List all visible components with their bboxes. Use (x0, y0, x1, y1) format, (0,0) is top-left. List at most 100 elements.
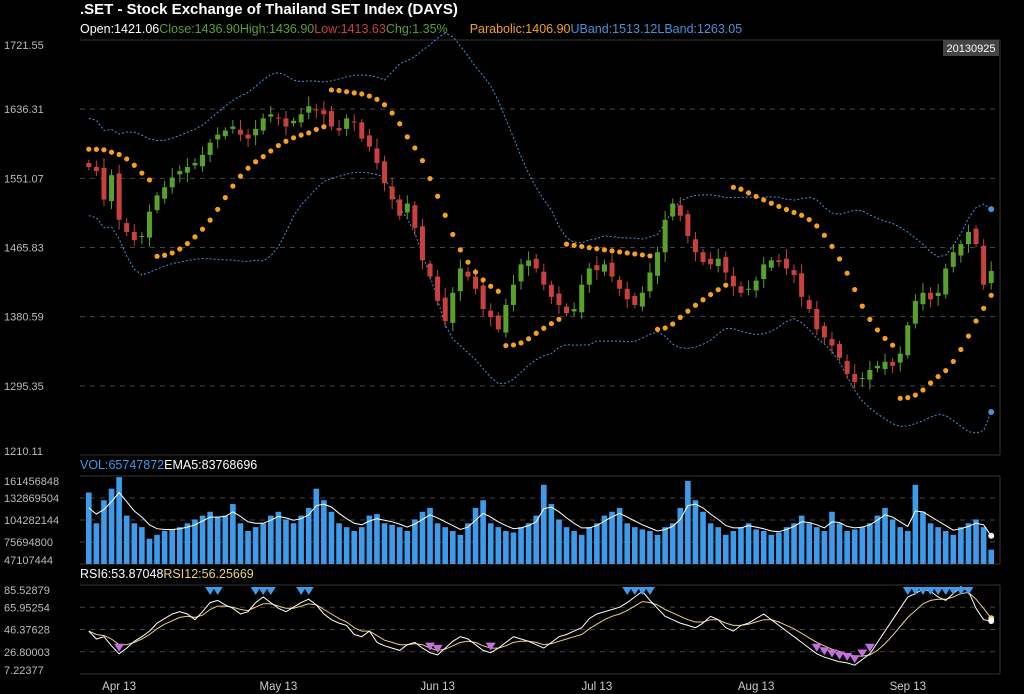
sar-point (844, 270, 850, 276)
date-box-bg (943, 40, 999, 56)
rsi-overbought-marker (948, 587, 959, 595)
sar-point (685, 308, 691, 314)
volume-bar (108, 488, 115, 564)
y-tick-label: 1295.35 (4, 381, 44, 393)
candle-body (427, 263, 433, 277)
sar-point (192, 234, 198, 240)
sar-point (836, 256, 843, 262)
volume-bar (305, 507, 312, 564)
sar-point (139, 170, 145, 176)
rsi-oversold-marker (849, 655, 860, 664)
candlesticks (86, 96, 994, 390)
sar-point (457, 247, 463, 253)
candle-body (655, 252, 661, 276)
candle-body (131, 231, 137, 241)
sar-point (86, 146, 92, 152)
candle-body (184, 167, 190, 173)
sar-point (518, 340, 524, 346)
candle-body (852, 373, 858, 383)
candle-body (306, 106, 312, 113)
sar-point (184, 240, 190, 247)
candle-body (753, 280, 759, 291)
candle-body (632, 296, 638, 305)
ema-value: EMA5:83768696 (164, 458, 258, 472)
volume-bar (738, 527, 744, 564)
selected-date: 20130925 (947, 43, 996, 55)
rsi-overbought-marker (933, 587, 944, 595)
volume-bar (950, 534, 957, 564)
volume-bar (434, 523, 441, 564)
volume-bar (472, 507, 479, 564)
candle-body (920, 292, 926, 305)
rsi-oversold-marker (425, 642, 436, 651)
sar-point (260, 154, 266, 160)
sar-point (799, 212, 805, 218)
rsi-oversold-marker (485, 642, 496, 651)
sar-point (890, 342, 896, 348)
volume-bar (556, 519, 562, 564)
y-tick-label: 1380.59 (4, 312, 44, 324)
volume-bar (230, 504, 236, 564)
candle-body (200, 154, 206, 167)
rsi-overbought-marker (250, 587, 261, 595)
rsi-overbought-marker (910, 587, 921, 595)
x-tick-label: Aug 13 (738, 681, 774, 693)
volume-bar (920, 511, 926, 564)
volume-bar (131, 523, 138, 564)
candle-body (586, 268, 592, 285)
volume-bar (146, 538, 153, 564)
sar-point (245, 165, 251, 171)
candle-body (601, 264, 607, 272)
candle-body (442, 297, 448, 322)
volume-bar (427, 507, 433, 564)
volume-bar (487, 523, 494, 564)
volume-bar (730, 530, 737, 564)
volume-bar (594, 523, 600, 564)
volume-bar (753, 529, 759, 564)
volume-bar (503, 530, 509, 564)
candle-body (93, 167, 99, 172)
rsi-overbought-marker (212, 587, 223, 595)
sar-point (692, 302, 699, 308)
volume-bar (844, 530, 850, 564)
x-tick-label: Apr 13 (102, 681, 136, 693)
candle-body (124, 223, 130, 232)
candle-body (768, 260, 774, 268)
volume-bar (412, 519, 418, 564)
ema5-end-dot (988, 532, 995, 539)
candle-body (169, 177, 175, 188)
chg-value: Chg:1.35% (385, 22, 448, 36)
volume-bar (510, 532, 517, 564)
high-value: High:1436.90 (239, 22, 315, 36)
volume-bar (245, 530, 251, 564)
sar-point (131, 162, 137, 168)
candle-body (912, 300, 918, 324)
sar-point (503, 342, 509, 349)
candle-body (207, 142, 213, 155)
y-tick-label: 65.95254 (4, 602, 50, 614)
candle-body (882, 361, 888, 370)
candle-body (473, 276, 479, 289)
axis-labels: 1721.55 1636.31 1551.07 1465.83 1380.59 1295.… (4, 40, 59, 677)
volume-bar (298, 515, 304, 564)
sar-point (412, 145, 418, 151)
candle-body (457, 268, 463, 292)
candle-body (510, 284, 516, 305)
candle-body (700, 252, 706, 262)
candle-body (905, 325, 911, 356)
candle-body (344, 118, 350, 129)
candle-body (609, 262, 615, 277)
sar-point (283, 138, 289, 144)
candle-body (404, 203, 410, 213)
candle-body (435, 276, 441, 301)
sar-point (450, 231, 456, 238)
volume-bar (624, 523, 631, 564)
sar-point (563, 241, 570, 247)
candle-body (579, 284, 585, 313)
candle-body (419, 226, 425, 261)
x-tick-label: Jun 13 (420, 681, 455, 693)
volume-bar (396, 527, 403, 564)
volume-bar (548, 504, 555, 564)
sar-point (920, 387, 926, 393)
